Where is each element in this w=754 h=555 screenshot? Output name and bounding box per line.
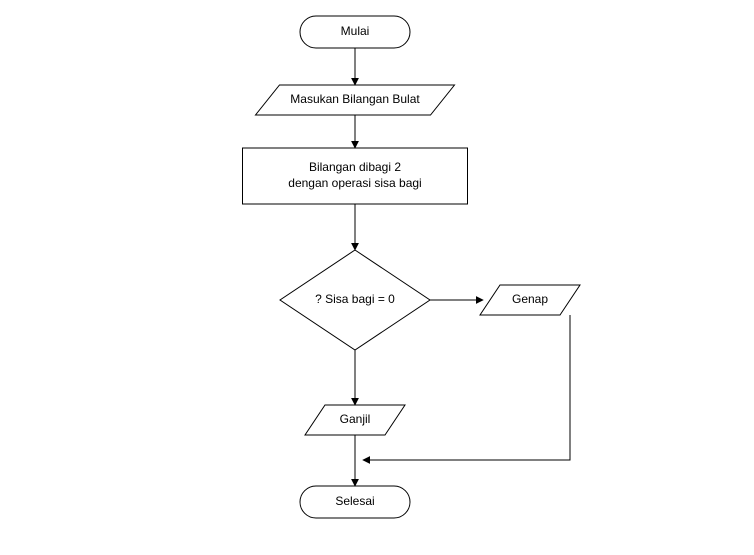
flowchart-canvas: Mulai Masukan Bilangan Bulat Bilangan diba… [0, 0, 754, 555]
edge [363, 315, 570, 460]
node-label: Bilangan dibagi 2 [309, 160, 401, 174]
node-label: Masukan Bilangan Bulat [290, 92, 420, 106]
node-label: ? Sisa bagi = 0 [315, 292, 395, 306]
node-end: Selesai [300, 486, 410, 518]
node-genap: Genap [480, 285, 580, 315]
node-process: Bilangan dibagi 2 dengan operasi sisa bag… [243, 148, 468, 204]
node-label: Mulai [341, 24, 370, 38]
node-label: Selesai [335, 494, 374, 508]
node-input: Masukan Bilangan Bulat [256, 85, 455, 115]
node-start: Mulai [300, 16, 410, 48]
node-label: Ganjil [340, 412, 371, 426]
node-label: dengan operasi sisa bagi [288, 176, 421, 190]
node-decision: ? Sisa bagi = 0 [280, 250, 430, 350]
node-ganjil: Ganjil [305, 405, 405, 435]
node-label: Genap [512, 292, 548, 306]
